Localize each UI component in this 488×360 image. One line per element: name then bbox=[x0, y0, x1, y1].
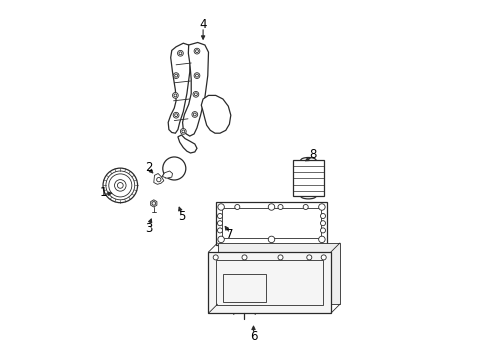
Circle shape bbox=[180, 129, 186, 134]
Circle shape bbox=[213, 255, 218, 260]
Polygon shape bbox=[182, 42, 208, 136]
Circle shape bbox=[277, 255, 283, 260]
Text: 7: 7 bbox=[226, 228, 233, 240]
Text: 1: 1 bbox=[100, 186, 107, 199]
Text: 6: 6 bbox=[249, 330, 257, 343]
Text: 2: 2 bbox=[145, 161, 153, 174]
Polygon shape bbox=[150, 200, 157, 207]
Circle shape bbox=[163, 157, 185, 180]
Circle shape bbox=[277, 204, 283, 210]
Polygon shape bbox=[178, 135, 197, 153]
Circle shape bbox=[173, 73, 179, 78]
Circle shape bbox=[268, 236, 274, 243]
Text: 3: 3 bbox=[145, 222, 152, 235]
Circle shape bbox=[217, 221, 222, 226]
Bar bbox=[216, 260, 322, 305]
Circle shape bbox=[306, 255, 311, 260]
Circle shape bbox=[217, 213, 222, 219]
Circle shape bbox=[303, 204, 307, 210]
Bar bbox=[222, 208, 320, 238]
Text: 5: 5 bbox=[178, 210, 185, 222]
Circle shape bbox=[268, 204, 274, 210]
Polygon shape bbox=[217, 243, 339, 304]
Circle shape bbox=[194, 73, 200, 78]
Circle shape bbox=[173, 112, 179, 118]
Circle shape bbox=[172, 93, 178, 98]
Circle shape bbox=[193, 91, 199, 97]
Circle shape bbox=[320, 213, 325, 219]
Circle shape bbox=[318, 236, 325, 243]
Circle shape bbox=[318, 204, 325, 210]
Bar bbox=[208, 252, 330, 313]
Circle shape bbox=[320, 221, 325, 226]
Circle shape bbox=[242, 255, 246, 260]
Circle shape bbox=[320, 228, 325, 233]
Text: 4: 4 bbox=[199, 18, 206, 31]
Circle shape bbox=[217, 228, 222, 233]
Circle shape bbox=[177, 50, 183, 56]
Circle shape bbox=[234, 204, 239, 210]
Circle shape bbox=[218, 204, 224, 210]
Circle shape bbox=[321, 255, 325, 260]
Bar bbox=[215, 202, 326, 245]
Circle shape bbox=[192, 112, 197, 117]
Circle shape bbox=[218, 236, 224, 243]
Circle shape bbox=[194, 48, 200, 54]
Text: 8: 8 bbox=[308, 148, 316, 161]
Polygon shape bbox=[201, 95, 230, 133]
Bar bbox=[292, 160, 323, 196]
Polygon shape bbox=[162, 171, 172, 178]
Polygon shape bbox=[168, 43, 190, 133]
